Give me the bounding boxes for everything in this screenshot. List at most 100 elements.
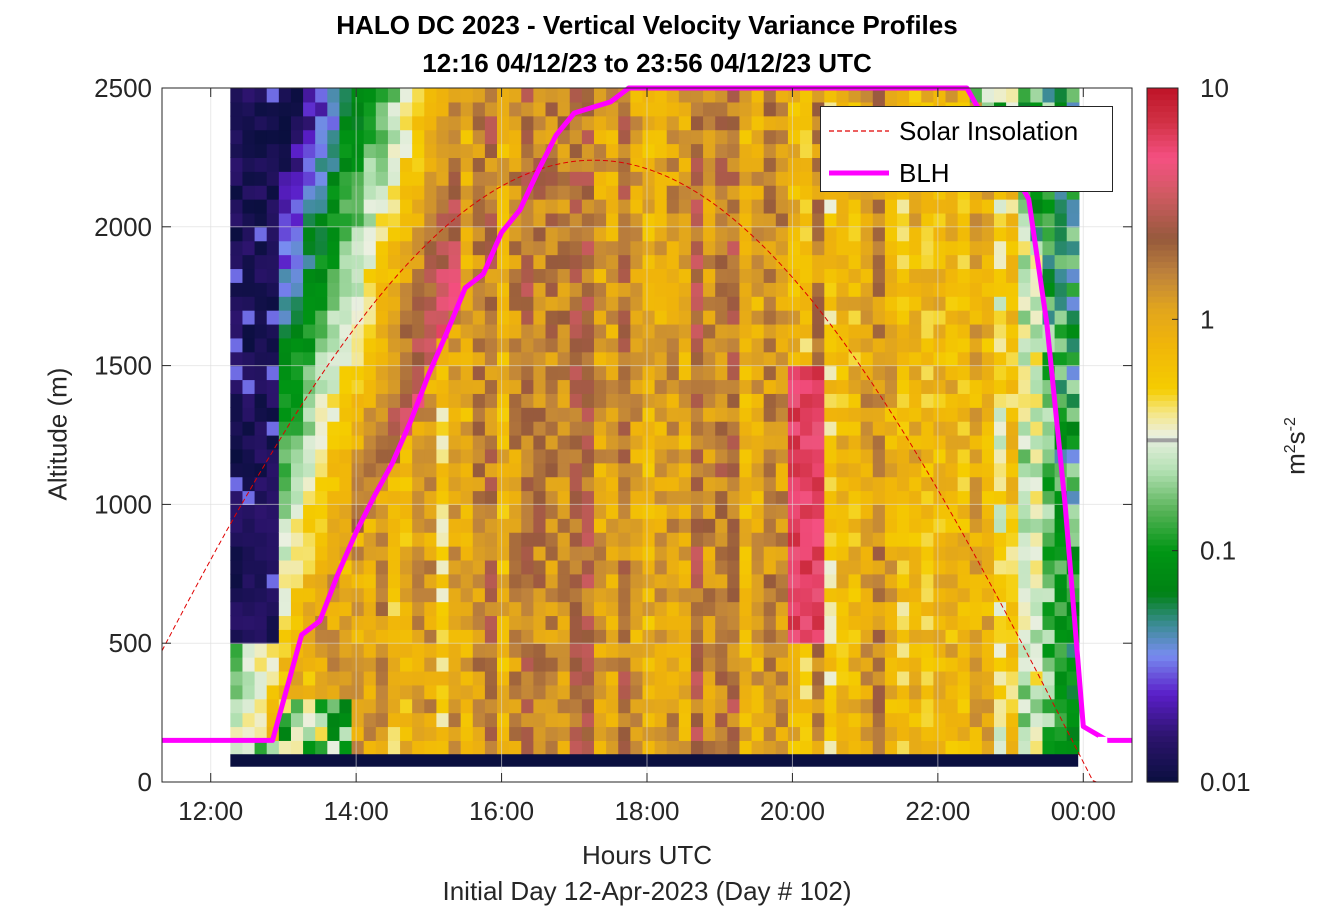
heatmap-cell — [509, 532, 522, 547]
heatmap-cell — [739, 115, 753, 131]
heatmap-cell — [593, 171, 607, 186]
heatmap-cell — [824, 670, 838, 686]
heatmap-cell — [909, 518, 922, 533]
heatmap-cell — [557, 490, 571, 505]
heatmap-cell — [569, 670, 583, 686]
heatmap-cell — [581, 310, 595, 325]
heatmap-cell — [848, 726, 862, 741]
heatmap-cell — [497, 740, 510, 755]
heatmap-cell — [400, 712, 413, 728]
heatmap-cell — [654, 587, 668, 603]
heatmap-cell — [327, 490, 341, 505]
heatmap-cell — [230, 435, 244, 450]
heatmap-cell — [909, 448, 922, 464]
heatmap-cell — [278, 88, 292, 103]
heatmap-cell — [812, 421, 825, 436]
heatmap-cell — [448, 657, 462, 672]
heatmap-cell — [497, 351, 510, 367]
colorbar-segment — [1147, 556, 1178, 563]
heatmap-cell — [751, 212, 765, 228]
heatmap-cell — [727, 421, 741, 436]
heatmap-cell — [545, 157, 559, 172]
heatmap-bottom-band — [230, 754, 1079, 767]
heatmap-cell — [703, 240, 716, 256]
heatmap-cell — [666, 254, 680, 270]
heatmap-cell — [654, 88, 668, 103]
heatmap-cell — [424, 601, 438, 617]
heatmap-cell — [787, 476, 801, 492]
colorbar-segment — [1147, 307, 1178, 315]
colorbar-segment — [1147, 238, 1178, 245]
heatmap-cell — [775, 310, 789, 325]
heatmap-cell — [763, 282, 777, 297]
heatmap-cell — [654, 337, 668, 353]
heatmap-cell — [472, 365, 486, 381]
heatmap-cell — [327, 726, 341, 741]
heatmap-cell — [1066, 740, 1080, 755]
heatmap-cell — [484, 115, 498, 131]
heatmap-cell — [545, 573, 559, 589]
heatmap-cell — [266, 435, 280, 450]
heatmap-cell — [521, 657, 534, 672]
heatmap-cell — [800, 268, 813, 283]
heatmap-cell — [303, 532, 316, 547]
heatmap-cell — [1066, 684, 1080, 700]
heatmap-cell — [666, 504, 680, 519]
heatmap-cell — [315, 296, 328, 311]
heatmap-cell — [460, 379, 474, 394]
heatmap-cell — [981, 504, 995, 519]
heatmap-cell — [715, 670, 728, 686]
colorbar-segment — [1147, 446, 1178, 453]
heatmap-cell — [266, 115, 280, 131]
colorbar-tick-label: 0.01 — [1200, 767, 1251, 797]
heatmap-cell — [581, 726, 595, 741]
y-tick-label: 1500 — [94, 351, 152, 381]
heatmap-cell — [715, 559, 728, 575]
heatmap-cell — [387, 532, 401, 547]
heatmap-cell — [387, 351, 401, 367]
heatmap-cell — [812, 573, 825, 589]
heatmap-cell — [860, 615, 874, 630]
heatmap-cell — [994, 268, 1007, 283]
heatmap-cell — [242, 629, 256, 644]
heatmap-cell — [678, 393, 692, 408]
heatmap-cell — [678, 185, 692, 200]
heatmap-cell — [933, 421, 947, 436]
heatmap-cell — [969, 226, 983, 242]
heatmap-cell — [872, 365, 886, 381]
heatmap-cell — [436, 129, 450, 145]
heatmap-cell — [642, 740, 656, 755]
heatmap-cell — [654, 365, 668, 381]
heatmap-cell — [800, 532, 813, 547]
heatmap-cell — [230, 421, 244, 436]
heatmap-cell — [484, 490, 498, 505]
heatmap-cell — [787, 698, 801, 714]
heatmap-cell — [290, 296, 304, 311]
heatmap-cell — [436, 559, 450, 575]
heatmap-cell — [1030, 643, 1044, 658]
heatmap-cell — [400, 601, 413, 617]
heatmap-cell — [703, 657, 716, 672]
heatmap-cell — [739, 559, 753, 575]
heatmap-cell — [751, 240, 765, 256]
heatmap-cell — [654, 518, 668, 533]
heatmap-cell — [339, 171, 353, 186]
heatmap-cell — [1030, 559, 1044, 575]
heatmap-cell — [472, 129, 486, 145]
heatmap-cell — [981, 88, 995, 103]
heatmap-cell — [1030, 532, 1044, 547]
heatmap-cell — [763, 212, 777, 228]
heatmap-cell — [363, 587, 377, 603]
heatmap-cell — [872, 393, 886, 408]
heatmap-cell — [509, 587, 522, 603]
heatmap-cell — [1054, 323, 1068, 339]
heatmap-cell — [593, 310, 607, 325]
heatmap-cell — [569, 421, 583, 436]
heatmap-cell — [812, 615, 825, 630]
heatmap-cell — [593, 518, 607, 533]
heatmap-cell — [509, 712, 522, 728]
heatmap-cell — [1006, 421, 1019, 436]
heatmap-cell — [957, 337, 971, 353]
heatmap-cell — [266, 421, 280, 436]
heatmap-cell — [315, 629, 328, 644]
